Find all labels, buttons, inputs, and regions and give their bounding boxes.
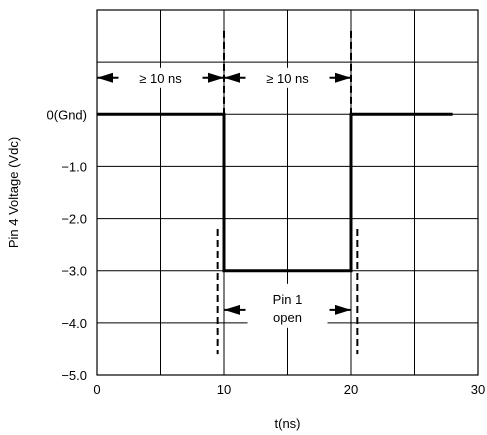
annotation-label: ≥ 10 ns bbox=[139, 71, 182, 86]
arrowhead bbox=[224, 304, 240, 315]
arrowhead bbox=[335, 72, 351, 83]
arrowhead bbox=[97, 72, 113, 83]
arrowhead bbox=[224, 72, 240, 83]
y-tick-label: −4.0 bbox=[61, 316, 87, 331]
x-tick-label: 0 bbox=[93, 382, 100, 397]
x-tick-label: 20 bbox=[344, 382, 358, 397]
y-axis-label: Pin 4 Voltage (Vdc) bbox=[6, 137, 21, 248]
x-tick-label: 10 bbox=[217, 382, 231, 397]
tick-labels: 0(Gnd) −1.0 −2.0 −3.0 −4.0 −5.0 0 10 20 30 bbox=[47, 107, 486, 397]
pulse-waveform-line bbox=[97, 112, 453, 273]
annotation-label: Pin 1 bbox=[273, 292, 303, 307]
y-tick-label: 0(Gnd) bbox=[47, 107, 87, 122]
y-tick-label: −1.0 bbox=[61, 159, 87, 174]
arrowhead bbox=[335, 304, 351, 315]
plot-frame bbox=[96, 9, 479, 376]
dashed-markers bbox=[216, 30, 359, 355]
annotation-label: ≥ 10 ns bbox=[266, 71, 309, 86]
annotation-label: open bbox=[273, 310, 302, 325]
annotations: ≥ 10 ns ≥ 10 ns Pin 1 open bbox=[97, 67, 351, 328]
arrowhead bbox=[208, 72, 224, 83]
label-backdrop bbox=[120, 67, 201, 88]
series bbox=[97, 112, 453, 273]
x-axis-label: t(ns) bbox=[275, 416, 301, 431]
y-tick-label: −5.0 bbox=[61, 368, 87, 383]
x-tick-label: 30 bbox=[471, 382, 485, 397]
label-backdrop bbox=[247, 283, 328, 328]
label-backdrop bbox=[247, 67, 328, 88]
y-tick-label: −3.0 bbox=[61, 264, 87, 279]
y-tick-label: −2.0 bbox=[61, 212, 87, 227]
